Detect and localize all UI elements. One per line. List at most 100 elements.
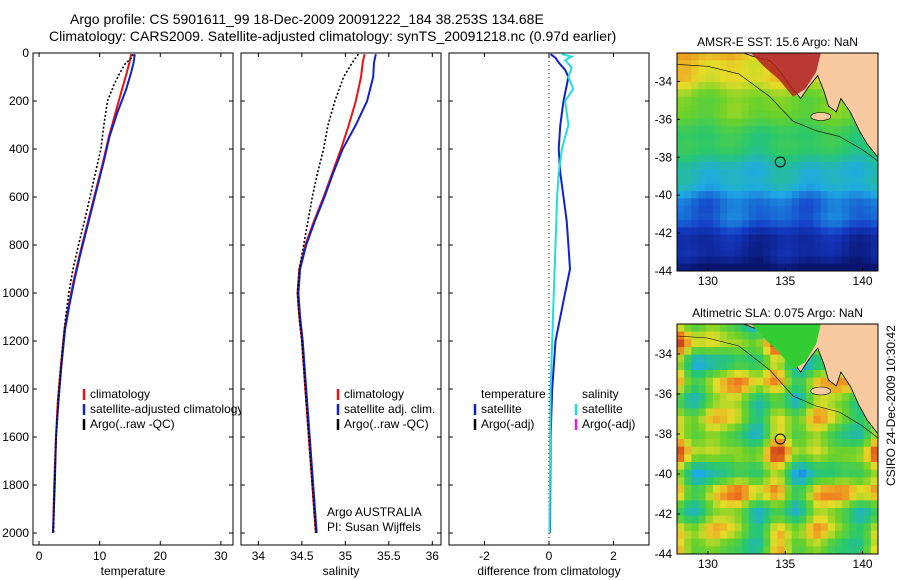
map-cell	[856, 515, 865, 524]
map-cell	[705, 446, 714, 455]
map-cell	[770, 485, 778, 494]
map-cell	[755, 477, 764, 486]
legend-entry: Argo(..raw -QC)	[90, 417, 175, 431]
map-cell	[806, 132, 814, 141]
map-cell	[720, 183, 728, 192]
map-cell	[834, 492, 843, 501]
x-tick-label: 2	[610, 549, 617, 563]
map-cell	[806, 469, 814, 478]
map-cell	[741, 125, 750, 134]
map-cell	[734, 393, 743, 402]
map-cell	[705, 67, 714, 76]
map-cell	[813, 249, 822, 257]
map-cell	[684, 454, 692, 463]
map-cell	[755, 523, 764, 532]
map-cell	[770, 183, 778, 192]
map-cell	[784, 249, 793, 257]
map-cell	[820, 531, 829, 540]
map-cell	[712, 227, 721, 236]
map-cell	[827, 523, 836, 532]
map-cell	[806, 147, 814, 156]
map-cell	[727, 423, 735, 432]
map-cell	[791, 147, 800, 156]
map-cell	[727, 324, 735, 333]
map-cell	[741, 198, 750, 207]
map-cell	[763, 508, 771, 517]
map-cell	[712, 103, 721, 112]
map-cell	[799, 454, 807, 463]
map-cell	[684, 469, 692, 478]
map-cell	[741, 227, 750, 236]
map-cell	[691, 96, 700, 105]
x-tick-label: 34.5	[290, 549, 314, 563]
map-cell	[698, 385, 707, 394]
map-cell	[820, 256, 829, 265]
map-cell	[813, 400, 822, 409]
map-cell	[712, 331, 721, 340]
map-cell	[777, 492, 786, 501]
y-tick-label: 1400	[2, 382, 29, 396]
map-cell	[748, 111, 757, 119]
map-cell	[763, 523, 771, 532]
map-cell	[842, 469, 850, 478]
map-cell	[834, 408, 843, 417]
map-cell	[770, 191, 778, 199]
map-cell	[677, 212, 685, 221]
map-cell	[763, 111, 771, 119]
map-cell	[849, 408, 857, 417]
map-cell	[755, 331, 764, 340]
argo-float-marker	[774, 433, 786, 445]
map-cell	[856, 500, 865, 509]
map-cell	[698, 198, 707, 207]
map-cell	[777, 191, 786, 199]
map-cell	[827, 132, 836, 141]
map-cell	[734, 198, 743, 207]
map-cell	[870, 263, 879, 272]
map-cell	[677, 132, 685, 141]
map-cell	[784, 89, 793, 98]
map-cell	[799, 393, 807, 402]
map-cell	[720, 400, 728, 409]
map-cell	[748, 469, 757, 478]
map-cell	[870, 439, 879, 448]
map-cell	[727, 347, 735, 356]
map-cell	[741, 416, 750, 425]
map-cell	[777, 154, 786, 163]
map-cell	[705, 331, 714, 340]
map-cell	[806, 118, 814, 127]
map-cell	[763, 176, 771, 185]
map-cell	[842, 523, 850, 532]
map-cell	[748, 492, 757, 501]
map-cell	[820, 416, 829, 425]
gulf-water	[751, 324, 821, 370]
map-cell	[842, 205, 850, 214]
map-cell	[842, 439, 850, 448]
map-cell	[684, 132, 692, 141]
map-cell	[684, 74, 692, 83]
map-cell	[777, 118, 786, 127]
map-cell	[720, 234, 728, 243]
map-cell	[741, 118, 750, 127]
figure-title-line1: Argo profile: CS 5901611_99 18-Dec-2009 …	[70, 11, 544, 27]
map-cell	[791, 212, 800, 221]
map-cell	[677, 96, 685, 105]
map-cell	[698, 74, 707, 83]
map-cell	[763, 377, 771, 386]
map-cell	[734, 227, 743, 236]
map-cell	[741, 400, 750, 409]
map-cell	[849, 183, 857, 192]
map-cell	[799, 183, 807, 192]
map-cell	[720, 198, 728, 207]
map-cell	[863, 169, 872, 178]
map-cell	[755, 82, 764, 90]
map-cell	[849, 212, 857, 221]
map-cell	[770, 227, 778, 236]
map-cell	[834, 454, 843, 463]
map-cell	[863, 492, 872, 501]
map-cell	[777, 508, 786, 517]
y-tick-label: 0	[22, 46, 29, 60]
x-axis-label: salinity	[323, 564, 360, 578]
map-cell	[741, 408, 750, 417]
map-cell	[748, 531, 757, 540]
map-cell	[705, 125, 714, 134]
